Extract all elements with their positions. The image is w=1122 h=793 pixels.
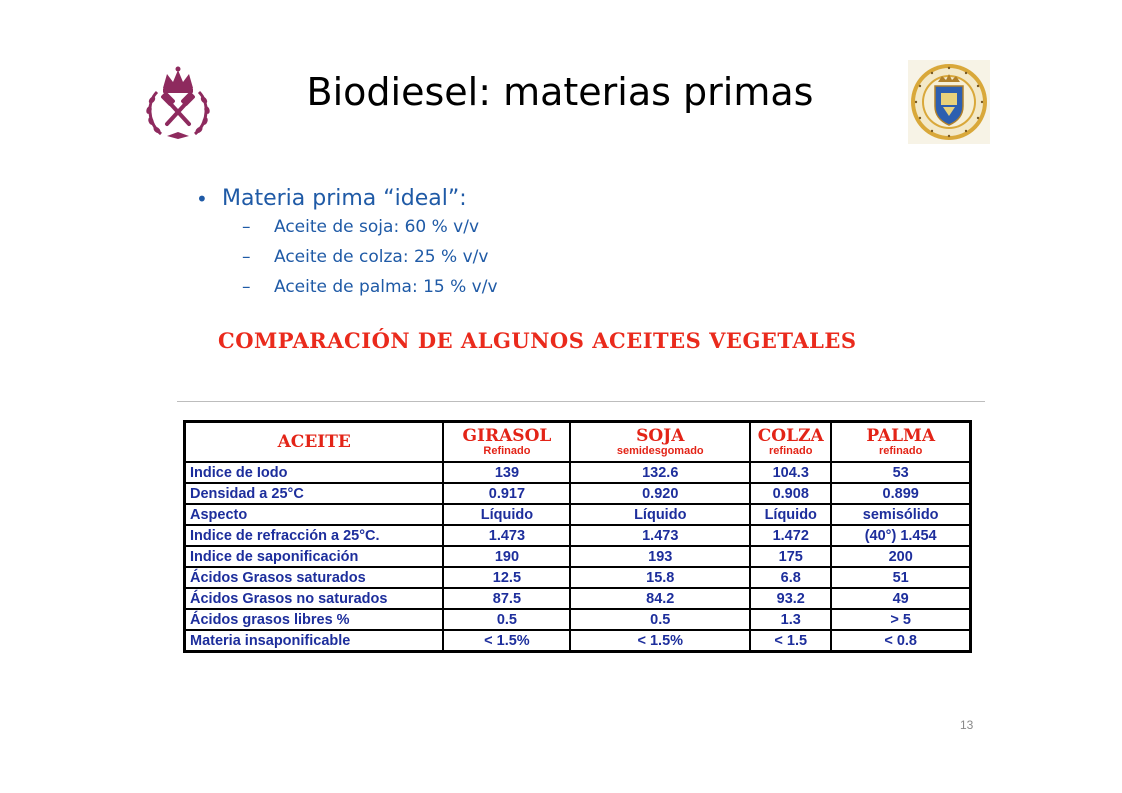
table-cell: 0.908 [749, 482, 833, 505]
bullet-list: • Materia prima “ideal”: – Aceite de soj… [196, 186, 498, 301]
table-row: Ácidos grasos libres % 0.5 0.5 1.3 > 5 [183, 608, 972, 631]
table-cell: 49 [830, 587, 972, 610]
table-row: Materia insaponificable < 1.5% < 1.5% < … [183, 629, 972, 653]
table-cell: 1.473 [442, 524, 572, 547]
table-cell: 87.5 [442, 587, 572, 610]
table-row: Indice de saponificación 190 193 175 200 [183, 545, 972, 568]
table-cell: 132.6 [569, 461, 752, 484]
table-cell: 93.2 [749, 587, 833, 610]
column-header: COLZA refinado [749, 420, 833, 463]
column-header: SOJA semidesgomado [569, 420, 752, 463]
table-cell: < 1.5 [749, 629, 833, 653]
row-label: Aspecto [183, 503, 445, 526]
table-row: Densidad a 25°C 0.917 0.920 0.908 0.899 [183, 482, 972, 505]
table-heading: COMPARACIÓN DE ALGUNOS ACEITES VEGETALES [218, 328, 857, 353]
row-label: Ácidos Grasos no saturados [183, 587, 445, 610]
table-cell: Líquido [442, 503, 572, 526]
table-row: Indice de refracción a 25°C. 1.473 1.473… [183, 524, 972, 547]
table-cell: 1.472 [749, 524, 833, 547]
row-label: Indice de refracción a 25°C. [183, 524, 445, 547]
table-cell: 139 [442, 461, 572, 484]
table-cell: Líquido [749, 503, 833, 526]
table-header-row: ACEITE GIRASOL Refinado SOJA semidesgomado… [183, 420, 972, 463]
table-cell: 6.8 [749, 566, 833, 589]
table-cell: < 1.5% [569, 629, 752, 653]
row-label: Indice de Iodo [183, 461, 445, 484]
table-cell: 84.2 [569, 587, 752, 610]
table-cell: 51 [830, 566, 972, 589]
table-row: Aspecto Líquido Líquido Líquido semisóli… [183, 503, 972, 526]
table-cell: < 1.5% [442, 629, 572, 653]
table-row: Ácidos Grasos no saturados 87.5 84.2 93.… [183, 587, 972, 610]
table-row: Indice de Iodo 139 132.6 104.3 53 [183, 461, 972, 484]
dash-icon: – [242, 247, 251, 267]
row-label: Indice de saponificación [183, 545, 445, 568]
table-cell: > 5 [830, 608, 972, 631]
university-seal-icon [908, 60, 990, 144]
table-cell: 0.917 [442, 482, 572, 505]
row-label: Densidad a 25°C [183, 482, 445, 505]
table-cell: semisólido [830, 503, 972, 526]
crown-hammers-crest-icon [143, 66, 213, 142]
row-label: Materia insaponificable [183, 629, 445, 653]
vegetable-oil-table: ACEITE GIRASOL Refinado SOJA semidesgomado… [183, 420, 972, 653]
bullet-item: • Materia prima “ideal”: [196, 186, 498, 211]
bullet-text: Materia prima “ideal”: [222, 186, 467, 211]
sub-bullet-item: – Aceite de colza: 25 % v/v [242, 247, 498, 271]
table-cell: 0.5 [442, 608, 572, 631]
table-cell: 200 [830, 545, 972, 568]
bullet-icon: • [196, 186, 208, 211]
sub-bullet-text: Aceite de soja: 60 % v/v [274, 217, 480, 237]
column-header: PALMA refinado [830, 420, 972, 463]
sub-bullet-text: Aceite de colza: 25 % v/v [274, 247, 489, 267]
table-cell: 1.473 [569, 524, 752, 547]
dash-icon: – [242, 277, 251, 297]
column-header: GIRASOL Refinado [442, 420, 572, 463]
column-header: ACEITE [183, 420, 445, 463]
slide-title: Biodiesel: materias primas [306, 70, 814, 114]
table-cell: 175 [749, 545, 833, 568]
table-cell: 0.920 [569, 482, 752, 505]
table-cell: 15.8 [569, 566, 752, 589]
table-cell: 104.3 [749, 461, 833, 484]
table-cell: 190 [442, 545, 572, 568]
table-row: Ácidos Grasos saturados 12.5 15.8 6.8 51 [183, 566, 972, 589]
table-cell: (40°) 1.454 [830, 524, 972, 547]
row-label: Ácidos Grasos saturados [183, 566, 445, 589]
table-cell: Líquido [569, 503, 752, 526]
divider [177, 401, 985, 402]
table-cell: < 0.8 [830, 629, 972, 653]
sub-bullet-item: – Aceite de soja: 60 % v/v [242, 217, 498, 241]
table-cell: 0.899 [830, 482, 972, 505]
sub-bullet-text: Aceite de palma: 15 % v/v [274, 277, 498, 297]
table-cell: 53 [830, 461, 972, 484]
table-cell: 0.5 [569, 608, 752, 631]
sub-bullet-item: – Aceite de palma: 15 % v/v [242, 277, 498, 301]
row-label: Ácidos grasos libres % [183, 608, 445, 631]
dash-icon: – [242, 217, 251, 237]
table-cell: 1.3 [749, 608, 833, 631]
page-number: 13 [960, 718, 974, 732]
table-cell: 193 [569, 545, 752, 568]
table-cell: 12.5 [442, 566, 572, 589]
